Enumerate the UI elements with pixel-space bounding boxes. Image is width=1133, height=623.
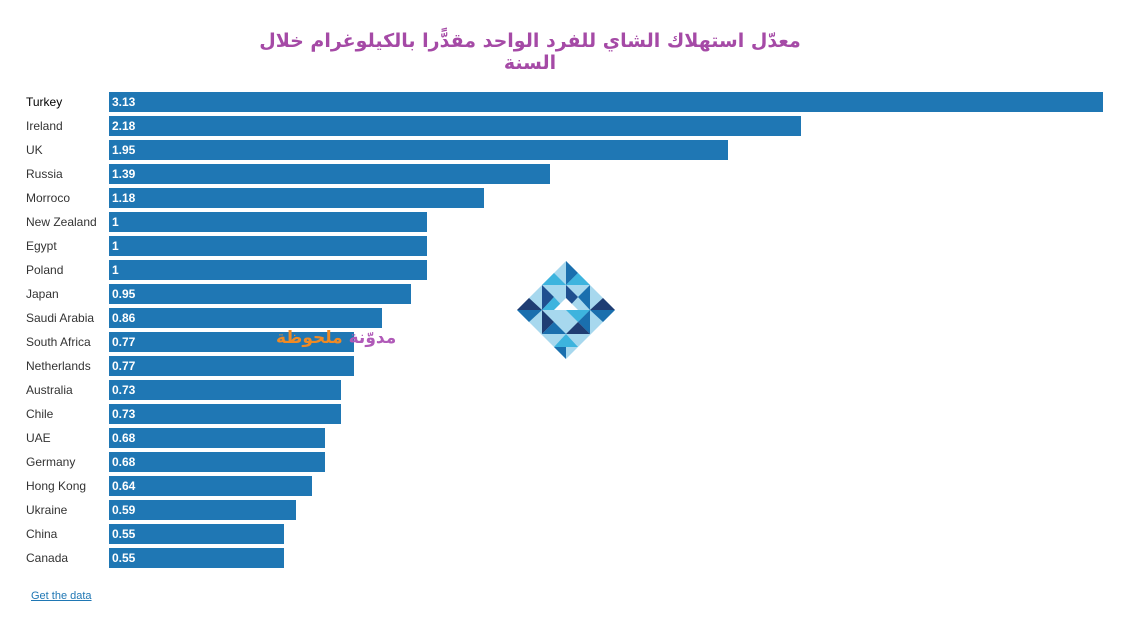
- bar: [109, 284, 411, 304]
- category-label: Canada: [26, 551, 69, 565]
- bar-row: Ireland 2.18: [0, 116, 1133, 136]
- bar: [109, 404, 341, 424]
- bar-row: Germany 0.68: [0, 452, 1133, 472]
- bar: [109, 260, 427, 280]
- bar: [109, 524, 284, 544]
- value-label: 0.68: [112, 431, 136, 445]
- value-label: 0.77: [112, 359, 136, 373]
- category-label: Australia: [26, 383, 73, 397]
- value-label: 0.73: [112, 407, 136, 421]
- category-label: Turkey: [26, 95, 63, 109]
- bar-row: Turkey 3.13: [0, 92, 1133, 112]
- category-label: China: [26, 527, 58, 541]
- category-label: South Africa: [26, 335, 91, 349]
- category-label: Netherlands: [26, 359, 91, 373]
- bar-row: Canada 0.55: [0, 548, 1133, 568]
- value-label: 1: [112, 239, 119, 253]
- bar: [109, 356, 354, 376]
- value-label: 0.59: [112, 503, 136, 517]
- bar: [109, 380, 341, 400]
- bar: [109, 92, 1103, 112]
- chart-title: معدّل استهلاك الشاي للفرد الواحد مقدًّرا…: [259, 30, 801, 74]
- category-label: Ireland: [26, 119, 63, 133]
- get-data-link[interactable]: Get the data: [31, 590, 92, 602]
- bar: [109, 452, 325, 472]
- bar-row: South Africa 0.77: [0, 332, 1133, 352]
- bar: [109, 332, 354, 352]
- category-label: UAE: [26, 431, 51, 445]
- bar-row: Poland 1: [0, 260, 1133, 280]
- value-label: 3.13: [112, 95, 136, 109]
- bar: [109, 500, 296, 520]
- bar: [109, 212, 427, 232]
- value-label: 0.73: [112, 383, 136, 397]
- bar-row: UAE 0.68: [0, 428, 1133, 448]
- value-label: 0.95: [112, 287, 136, 301]
- category-label: New Zealand: [26, 215, 97, 229]
- category-label: Poland: [26, 263, 64, 277]
- category-label: Chile: [26, 407, 54, 421]
- logo-icon: [517, 261, 615, 359]
- bar: [109, 188, 484, 208]
- value-label: 1.39: [112, 167, 136, 181]
- bar-row: Morroco 1.18: [0, 188, 1133, 208]
- value-label: 1: [112, 215, 119, 229]
- watermark-part2: ملحوظة: [276, 328, 343, 348]
- bar-row: China 0.55: [0, 524, 1133, 544]
- bar-row: Chile 0.73: [0, 404, 1133, 424]
- category-label: Saudi Arabia: [26, 311, 95, 325]
- value-label: 1.18: [112, 191, 136, 205]
- category-label: Morroco: [26, 191, 71, 205]
- watermark-part1: مدوّنة: [348, 328, 397, 348]
- bar-row: New Zealand 1: [0, 212, 1133, 232]
- category-label: UK: [26, 143, 43, 157]
- value-label: 1: [112, 263, 119, 277]
- bar-row: Hong Kong 0.64: [0, 476, 1133, 496]
- value-label: 2.18: [112, 119, 136, 133]
- bar: [109, 308, 382, 328]
- bar-row: Russia 1.39: [0, 164, 1133, 184]
- category-label: Germany: [26, 455, 76, 469]
- value-label: 0.86: [112, 311, 136, 325]
- bar-row: Australia 0.73: [0, 380, 1133, 400]
- bar-row: UK 1.95: [0, 140, 1133, 160]
- bar: [109, 428, 325, 448]
- bar: [109, 476, 312, 496]
- bar: [109, 548, 284, 568]
- category-label: Russia: [26, 167, 63, 181]
- bar: [109, 236, 427, 256]
- value-label: 0.77: [112, 335, 136, 349]
- watermark-text: مدوّنة ملحوظة: [276, 328, 396, 348]
- bar-row: Netherlands 0.77: [0, 356, 1133, 376]
- value-label: 0.55: [112, 527, 136, 541]
- bar: [109, 116, 801, 136]
- value-label: 0.64: [112, 479, 136, 493]
- bar-row: Saudi Arabia 0.86: [0, 308, 1133, 328]
- bar-row: Egypt 1: [0, 236, 1133, 256]
- value-label: 1.95: [112, 143, 136, 157]
- category-label: Ukraine: [26, 503, 68, 517]
- bar: [109, 140, 728, 160]
- category-label: Japan: [26, 287, 59, 301]
- category-label: Hong Kong: [26, 479, 87, 493]
- bar: [109, 164, 550, 184]
- value-label: 0.68: [112, 455, 136, 469]
- bar-row: Ukraine 0.59: [0, 500, 1133, 520]
- value-label: 0.55: [112, 551, 136, 565]
- bar-row: Japan 0.95: [0, 284, 1133, 304]
- category-label: Egypt: [26, 239, 57, 253]
